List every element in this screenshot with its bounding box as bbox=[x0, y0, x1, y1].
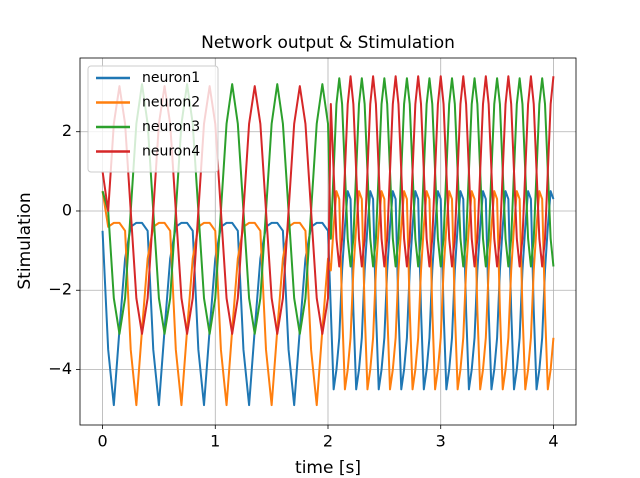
chart-title: Network output & Stimulation bbox=[201, 33, 455, 53]
x-tick-label: 2 bbox=[323, 432, 333, 451]
legend-label: neuron4 bbox=[142, 144, 200, 160]
y-tick-label: −4 bbox=[48, 359, 72, 378]
x-tick-label: 3 bbox=[436, 432, 446, 451]
legend-label: neuron3 bbox=[142, 119, 200, 135]
y-axis-label: Stimulation bbox=[15, 192, 35, 289]
ticks: 0 1 2 3 4 −4 −2 0 2 bbox=[48, 121, 558, 450]
y-tick-label: 0 bbox=[62, 200, 72, 219]
series-line bbox=[101, 190, 555, 407]
x-tick-label: 1 bbox=[210, 432, 220, 451]
x-axis-label: time [s] bbox=[295, 458, 361, 478]
legend-label: neuron1 bbox=[142, 70, 200, 86]
x-tick-label: 0 bbox=[97, 432, 107, 451]
series-line bbox=[101, 77, 555, 335]
legend: neuron1 neuron2 neuron3 neuron4 bbox=[87, 65, 219, 173]
legend-box bbox=[87, 65, 219, 173]
y-tick-label: −2 bbox=[48, 280, 72, 299]
legend-label: neuron2 bbox=[142, 95, 200, 111]
series-line bbox=[101, 190, 555, 407]
plot-lines bbox=[101, 75, 555, 407]
x-tick-label: 4 bbox=[548, 432, 558, 451]
y-tick-label: 2 bbox=[62, 121, 72, 140]
